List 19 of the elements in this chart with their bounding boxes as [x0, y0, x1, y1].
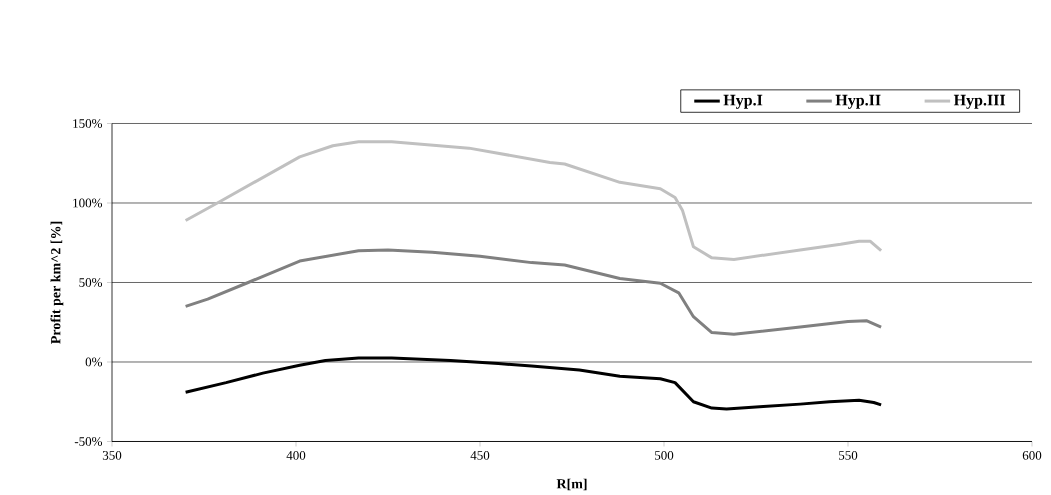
line-series — [184, 248, 883, 336]
x-tick-label: 400 — [286, 451, 306, 460]
legend-label: Hyp.I — [723, 95, 763, 109]
line-series — [184, 356, 883, 411]
line-series — [184, 140, 883, 262]
legend-label: Hyp.III — [953, 95, 1006, 109]
x-tick-label: 450 — [470, 451, 490, 460]
x-axis-title: R[m] — [556, 478, 587, 491]
y-tick-label: 0% — [85, 357, 103, 367]
x-tick-label: 350 — [102, 451, 122, 460]
y-axis-title: Profit per km^2 [%] — [50, 222, 64, 345]
y-tick-label: 50% — [79, 278, 103, 288]
y-tick-label: -50% — [74, 437, 103, 447]
x-tick-label: 550 — [839, 451, 858, 460]
legend-label: Hyp.II — [835, 95, 881, 109]
x-tick-label: 500 — [655, 451, 674, 460]
y-tick-label: 150% — [73, 119, 103, 129]
x-tick-label: 600 — [1022, 451, 1042, 460]
y-tick-label: 100% — [73, 198, 103, 208]
